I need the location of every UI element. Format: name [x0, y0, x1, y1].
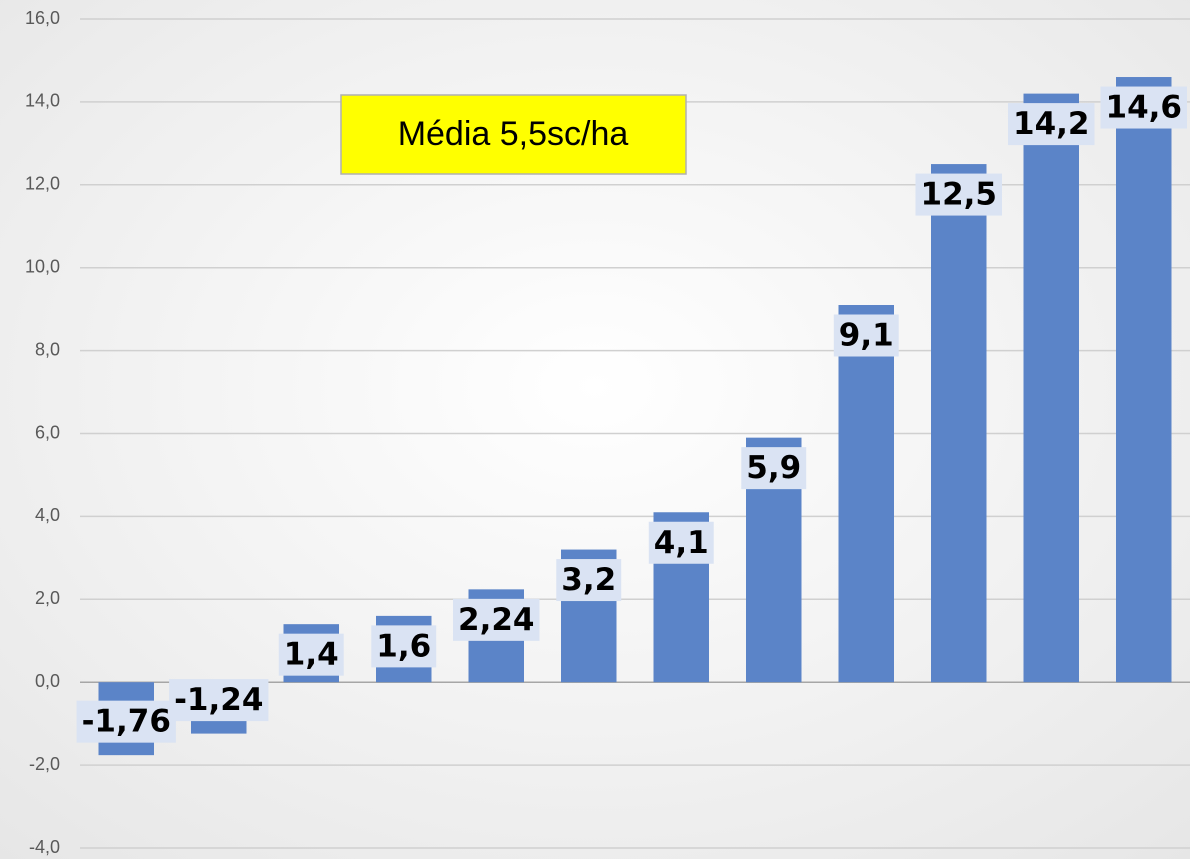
- annotation-box: [340, 94, 687, 175]
- y-tick-label: 10,0: [25, 256, 60, 276]
- value-label-box: [76, 700, 176, 743]
- labels: -1,76-1,24 1,4 1,6 2,24 3,2 4,1 5,9 9,1 12,5 14,2…: [76, 86, 1187, 743]
- y-tick-label: 4,0: [35, 505, 60, 525]
- y-tick-label: 8,0: [35, 339, 60, 359]
- value-label-box: [1008, 103, 1095, 146]
- bar: [1023, 93, 1079, 683]
- y-tick-label: 16,0: [25, 8, 60, 28]
- bar: [1116, 77, 1172, 683]
- value-label-box: [556, 559, 622, 602]
- value-label: 14,2: [1013, 106, 1090, 142]
- value-label-box: [833, 314, 899, 357]
- value-label-box: [648, 521, 714, 564]
- value-label: 1,4: [284, 637, 339, 673]
- value-label-box: [453, 598, 540, 641]
- value-label: 9,1: [839, 318, 894, 354]
- value-label: 4,1: [654, 525, 709, 561]
- value-label: 1,6: [376, 628, 431, 664]
- bar: [838, 305, 894, 683]
- value-label-box: [371, 625, 437, 668]
- bar: [931, 164, 987, 683]
- value-label-box: [278, 633, 344, 676]
- value-label: 3,2: [561, 562, 616, 598]
- value-label-box: [741, 447, 807, 490]
- value-label-box: [169, 679, 269, 722]
- y-tick-label: 2,0: [35, 588, 60, 608]
- y-tick-label: 6,0: [35, 422, 60, 442]
- y-tick-label: 12,0: [25, 174, 60, 194]
- y-tick-label: 0,0: [35, 671, 60, 691]
- value-label-box: [915, 173, 1002, 216]
- value-label: -1,24: [174, 682, 263, 718]
- annotation: Média 5,5sc/ha: [398, 115, 629, 153]
- y-tick-label: -4,0: [29, 837, 60, 857]
- y-tick-label: -2,0: [29, 754, 60, 774]
- value-label: -1,76: [82, 704, 171, 740]
- value-label: 2,24: [458, 602, 535, 638]
- y-tick-label: 14,0: [25, 91, 60, 111]
- value-label: 5,9: [746, 450, 801, 486]
- value-label: 14,6: [1106, 90, 1183, 126]
- value-label: 12,5: [921, 177, 998, 213]
- value-label-box: [1100, 86, 1187, 129]
